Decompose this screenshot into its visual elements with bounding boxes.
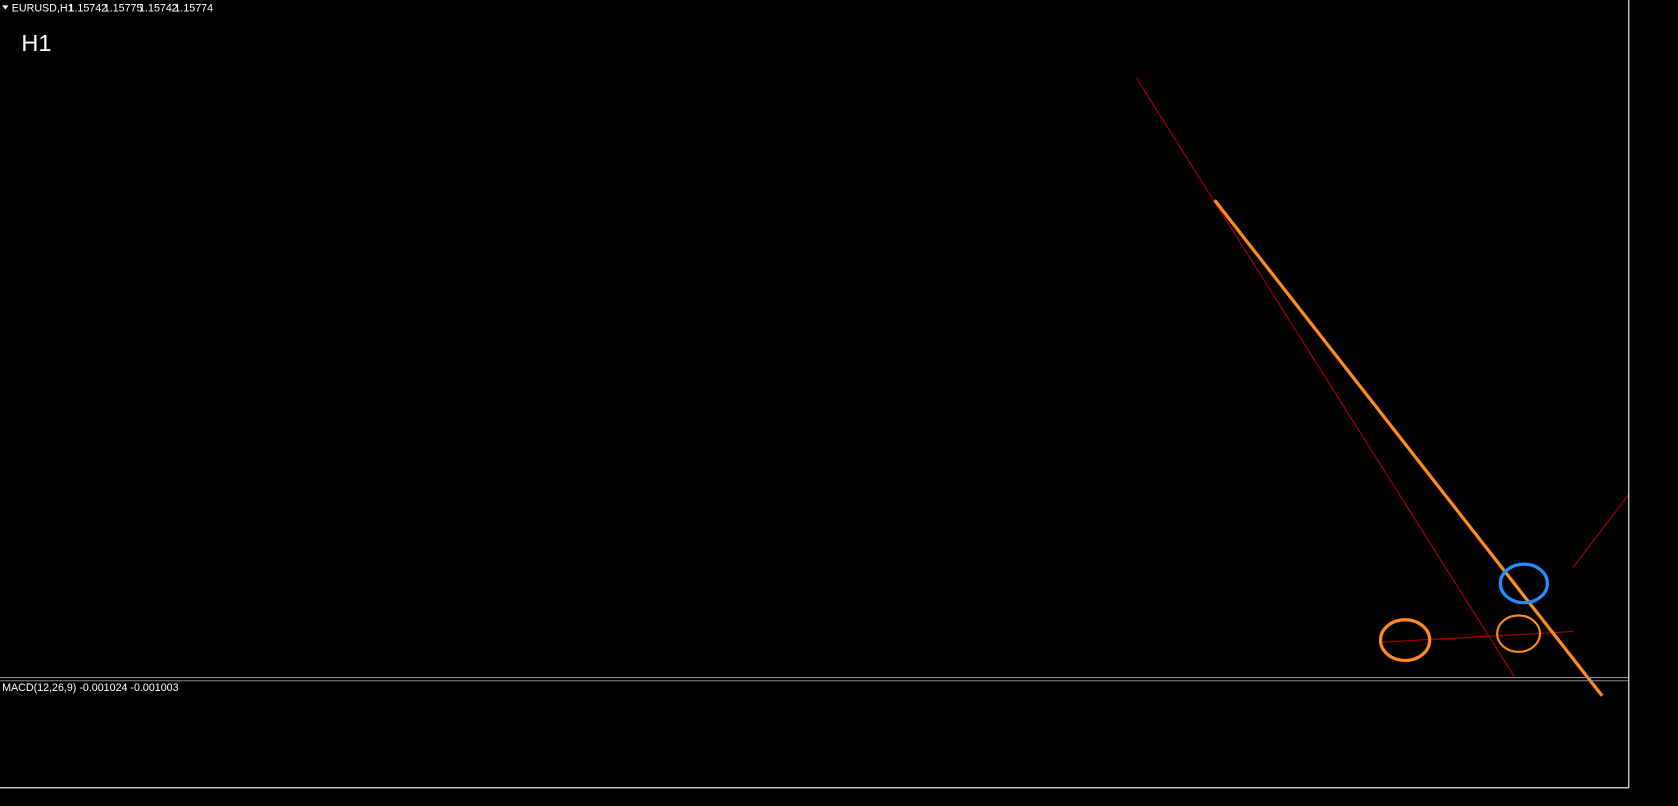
macd-label: MACD(12,26,9) -0.001024 -0.001003 [2, 682, 178, 694]
ohlc-value: 1.15742 [68, 2, 107, 14]
ohlc-value: 1.15742 [139, 2, 178, 14]
trend-line [1572, 494, 1630, 568]
symbol-title: EURUSD,H1 [12, 2, 74, 14]
menu-triangle[interactable] [2, 5, 9, 10]
highlight-circle [1496, 614, 1542, 653]
highlight-circle [1378, 618, 1432, 663]
ohlc-value: 1.15774 [174, 2, 213, 14]
ohlc-value: 1.15775 [104, 2, 143, 14]
highlight-circle [1498, 562, 1550, 605]
timeframe-label: H1 [21, 30, 51, 56]
trend-line [1380, 630, 1574, 643]
trend-line [1213, 199, 1604, 697]
trend-line [1136, 77, 1515, 677]
